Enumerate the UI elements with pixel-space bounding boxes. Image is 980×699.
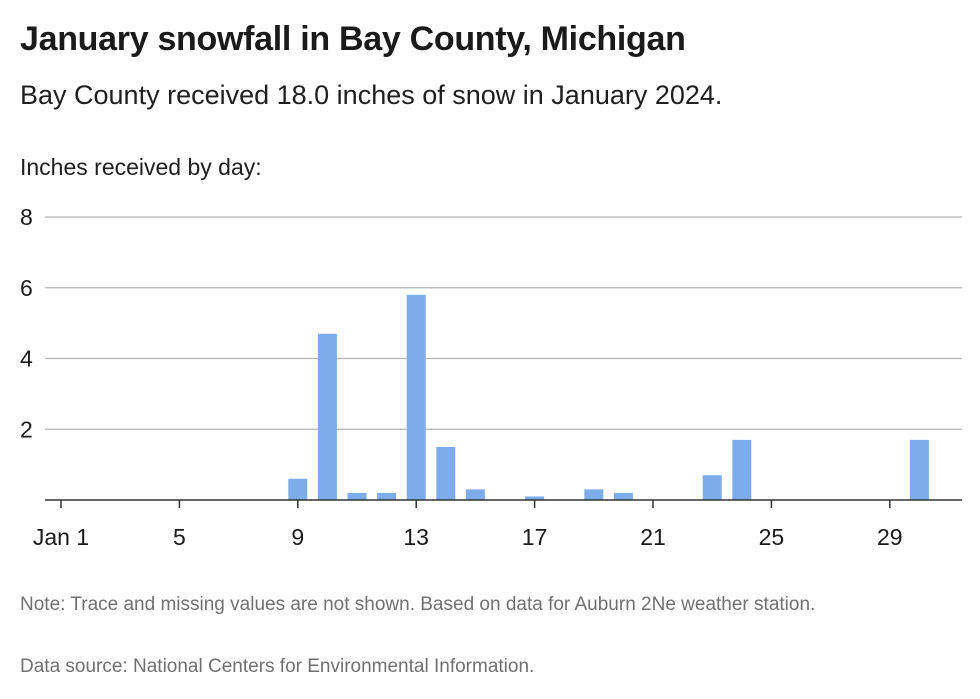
bar-day-15: [465, 489, 485, 500]
y-tick-label: 2: [20, 416, 33, 442]
y-axis-label: Inches received by day:: [20, 154, 262, 180]
bar-day-23: [702, 475, 722, 500]
y-tick-label: 4: [20, 346, 33, 372]
bar-day-30: [909, 439, 929, 500]
bar-day-19: [584, 489, 604, 500]
chart-title: January snowfall in Bay County, Michigan: [20, 20, 686, 58]
bar-day-11: [347, 492, 367, 500]
y-tick-label: 8: [20, 204, 33, 230]
chart-subtitle: Bay County received 18.0 inches of snow …: [20, 80, 723, 110]
x-tick-label: 25: [759, 524, 785, 550]
data-source: Data source: National Centers for Enviro…: [20, 656, 535, 677]
x-tick-label: 21: [640, 524, 666, 550]
chart-note: Note: Trace and missing values are not s…: [20, 594, 816, 615]
bar-day-9: [288, 478, 308, 500]
x-tick-label: 5: [173, 524, 186, 550]
x-tick-label: 9: [291, 524, 304, 550]
y-tick-label: 6: [20, 275, 33, 301]
bar-day-20: [613, 492, 633, 500]
bar-day-14: [436, 446, 456, 500]
bar-day-24: [732, 439, 752, 500]
x-tick-label: 13: [403, 524, 429, 550]
bar-day-12: [377, 492, 397, 500]
bar-day-10: [317, 333, 337, 500]
x-tick-label: 17: [522, 524, 548, 550]
x-tick-label: 29: [877, 524, 903, 550]
snowfall-bar-chart: 2 4 6 8 Jan 1 5 9 13 17 21 25 29: [20, 204, 962, 550]
x-tick-label: Jan 1: [33, 524, 89, 550]
bar-day-13: [406, 294, 426, 500]
bar-day-17: [525, 496, 545, 500]
